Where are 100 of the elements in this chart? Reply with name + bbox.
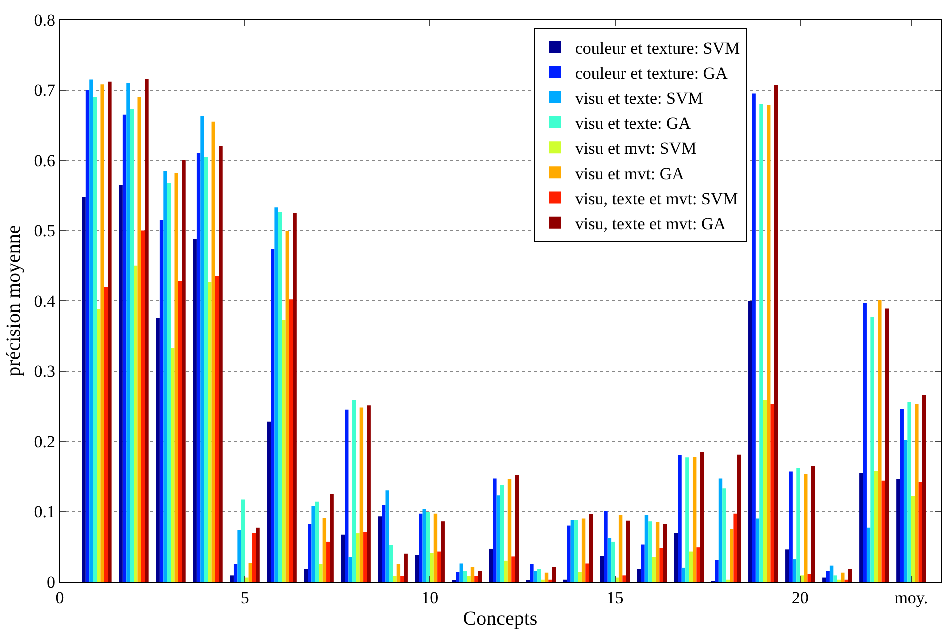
- bar: [441, 522, 445, 582]
- bar: [400, 576, 404, 582]
- y-tick-label: 0.4: [34, 292, 56, 311]
- bar: [652, 557, 656, 582]
- bar: [463, 571, 468, 582]
- bar: [811, 466, 816, 582]
- bar: [134, 266, 138, 582]
- legend-label: visu, texte et mvt: SVM: [575, 189, 738, 208]
- bar: [160, 220, 164, 582]
- bar: [604, 511, 608, 582]
- bar: [164, 171, 168, 582]
- bar: [367, 406, 371, 582]
- bar: [312, 506, 316, 582]
- bar: [692, 456, 697, 582]
- bar: [878, 300, 882, 582]
- legend-label: visu, texte et mvt: GA: [575, 214, 727, 234]
- y-axis-title: précision moyenne: [2, 225, 25, 377]
- bar: [100, 84, 104, 582]
- bar: [204, 156, 208, 582]
- bar: [622, 576, 626, 582]
- bar: [582, 518, 586, 582]
- bar: [415, 555, 420, 582]
- bar: [748, 301, 752, 582]
- bar: [290, 300, 294, 582]
- bar: [904, 440, 908, 582]
- bar: [822, 578, 826, 582]
- x-axis-title: Concepts: [463, 608, 538, 630]
- bar: [86, 90, 90, 582]
- bar: [352, 400, 356, 582]
- bar: [663, 524, 668, 582]
- bar: [767, 105, 771, 582]
- bar: [286, 231, 290, 582]
- bar: [493, 478, 497, 582]
- bar: [763, 400, 768, 582]
- bar: [760, 104, 764, 582]
- bar: [174, 173, 178, 582]
- bar: [90, 80, 94, 582]
- bar: [752, 94, 756, 582]
- bar: [108, 82, 112, 582]
- bar: [360, 408, 364, 582]
- x-tick-label: 5: [240, 588, 250, 608]
- bar: [870, 317, 874, 582]
- bar: [504, 560, 508, 582]
- bar: [689, 552, 693, 582]
- bar: [322, 518, 327, 582]
- bar: [196, 153, 201, 582]
- bar: [756, 518, 760, 582]
- bar: [848, 569, 852, 582]
- bar: [271, 249, 275, 582]
- bar: [348, 557, 352, 582]
- bar: [841, 572, 845, 582]
- bar: [145, 79, 149, 582]
- bar: [674, 534, 678, 582]
- bar: [792, 560, 797, 582]
- bar: [386, 490, 390, 582]
- bar: [393, 576, 397, 582]
- bar: [618, 515, 623, 582]
- bar: [460, 564, 464, 582]
- bar: [396, 564, 401, 582]
- bar: [530, 564, 534, 582]
- bar: [608, 538, 612, 582]
- bar: [104, 286, 108, 582]
- bar: [718, 478, 723, 582]
- bar: [830, 566, 834, 582]
- bar: [419, 514, 423, 582]
- legend-label: visu et texte: GA: [575, 114, 692, 134]
- bar: [626, 520, 630, 582]
- bar: [656, 522, 660, 582]
- legend-label: visu et mvt: SVM: [575, 139, 697, 158]
- bar: [282, 320, 286, 582]
- bar: [911, 496, 916, 582]
- bar: [126, 83, 130, 582]
- bar: [245, 578, 249, 582]
- bar: [422, 508, 426, 582]
- bar: [678, 456, 682, 582]
- bar: [567, 526, 571, 582]
- bar: [686, 458, 690, 582]
- bar: [489, 548, 494, 582]
- bar: [234, 564, 238, 582]
- bar: [470, 567, 475, 582]
- y-tick-label: 0.2: [34, 432, 56, 452]
- bar: [538, 569, 542, 582]
- bar: [826, 571, 830, 582]
- bar: [730, 529, 734, 582]
- bar: [589, 514, 594, 582]
- y-tick-label: 0: [47, 572, 56, 592]
- bar: [267, 422, 271, 582]
- bar: [212, 122, 216, 582]
- bar: [382, 505, 386, 582]
- bar: [364, 532, 368, 582]
- bar: [774, 85, 778, 582]
- bar: [478, 571, 482, 582]
- bar: [637, 569, 642, 582]
- bar: [612, 542, 616, 582]
- bar: [171, 348, 175, 582]
- legend-label: couleur et texture: SVM: [575, 38, 740, 58]
- bar: [578, 572, 582, 582]
- bar: [882, 480, 886, 582]
- bar: [641, 544, 645, 582]
- bar: [278, 212, 282, 582]
